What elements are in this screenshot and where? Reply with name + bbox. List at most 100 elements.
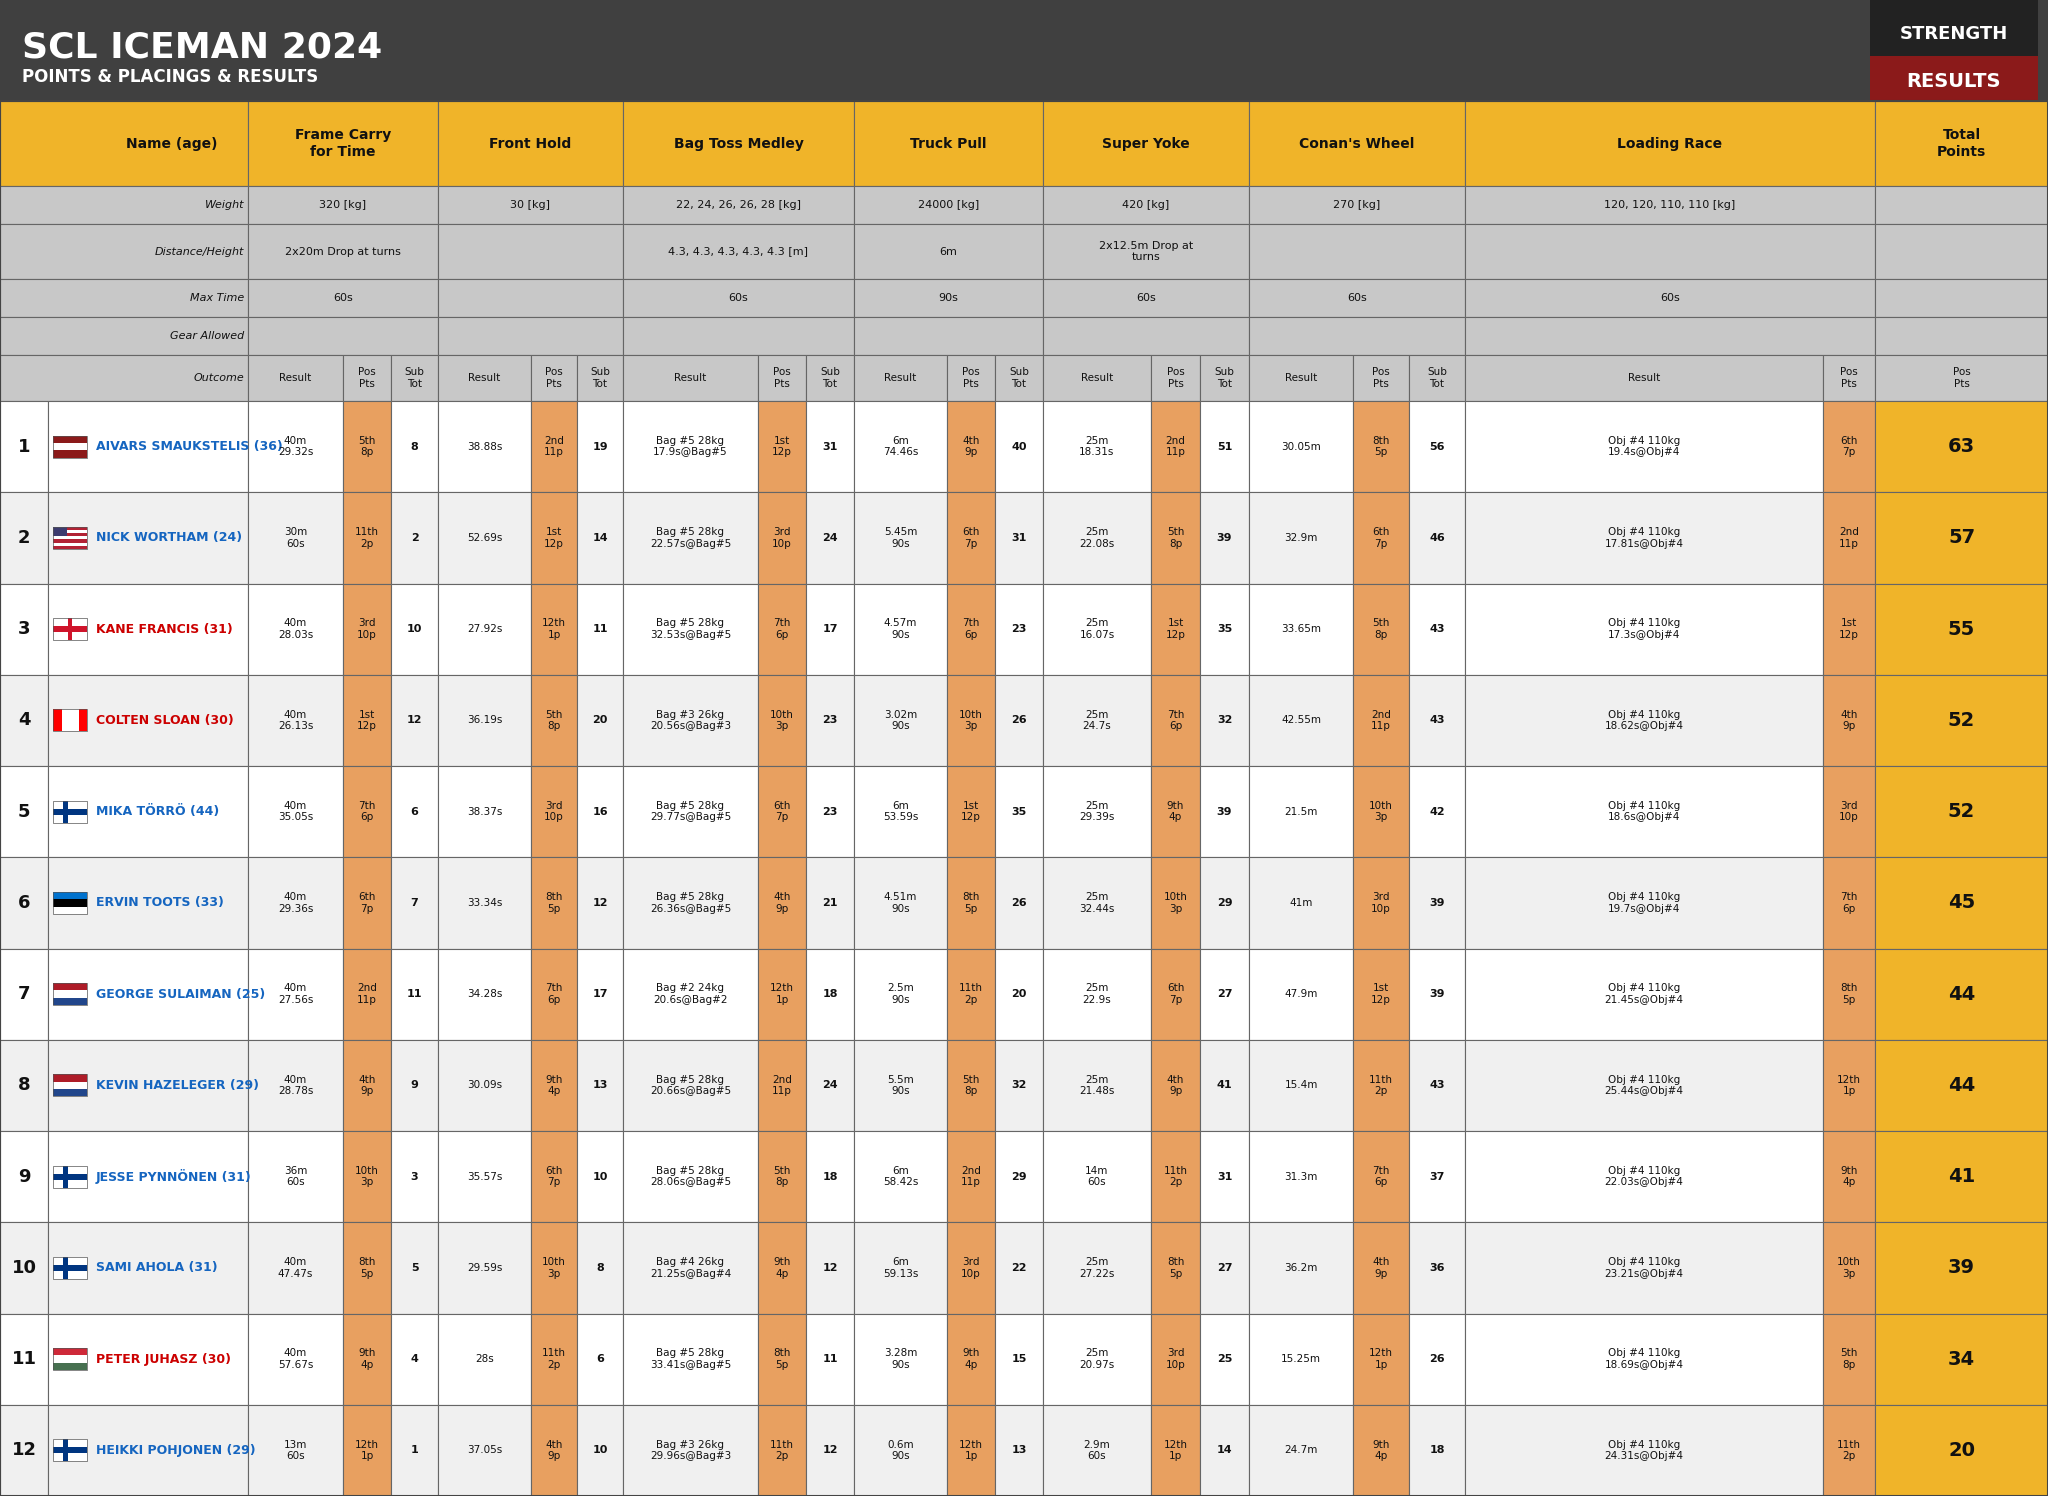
Text: 46: 46 bbox=[1430, 533, 1446, 543]
Bar bbox=[1042, 401, 1151, 492]
Text: 20: 20 bbox=[592, 715, 608, 726]
Text: 14: 14 bbox=[592, 533, 608, 543]
Bar bbox=[758, 1222, 807, 1313]
Bar bbox=[854, 355, 946, 401]
Text: 27.92s: 27.92s bbox=[467, 624, 502, 634]
Text: 3.28m
90s: 3.28m 90s bbox=[885, 1348, 918, 1370]
Bar bbox=[854, 1040, 946, 1131]
Text: 40m
27.56s: 40m 27.56s bbox=[279, 983, 313, 1005]
Bar bbox=[623, 1313, 758, 1405]
Text: MIKA TÖRRÖ (44): MIKA TÖRRÖ (44) bbox=[96, 805, 219, 818]
Text: KANE FRANCIS (31): KANE FRANCIS (31) bbox=[96, 622, 233, 636]
Bar bbox=[47, 1405, 248, 1496]
Bar bbox=[578, 1131, 623, 1222]
Text: 4th
9p: 4th 9p bbox=[1167, 1074, 1184, 1097]
Bar bbox=[807, 355, 854, 401]
Text: KEVIN HAZELEGER (29): KEVIN HAZELEGER (29) bbox=[96, 1079, 258, 1092]
Text: 3rd
10p: 3rd 10p bbox=[1839, 800, 1860, 823]
Bar bbox=[1823, 355, 1876, 401]
Text: 3rd
10p: 3rd 10p bbox=[1370, 892, 1391, 914]
Bar bbox=[946, 1222, 995, 1313]
Bar bbox=[248, 948, 342, 1040]
Text: 3: 3 bbox=[18, 621, 31, 639]
Bar bbox=[391, 1131, 438, 1222]
Bar bbox=[1354, 1040, 1409, 1131]
Text: PETER JUHASZ (30): PETER JUHASZ (30) bbox=[96, 1352, 231, 1366]
Bar bbox=[946, 1040, 995, 1131]
Bar bbox=[391, 401, 438, 492]
Text: 7th
6p: 7th 6p bbox=[963, 618, 979, 640]
Text: 40: 40 bbox=[1012, 441, 1026, 452]
Bar bbox=[1249, 675, 1354, 766]
Bar bbox=[1042, 766, 1151, 857]
Bar bbox=[47, 1131, 248, 1222]
Bar bbox=[248, 492, 342, 583]
Bar bbox=[1876, 857, 2048, 948]
Bar bbox=[1249, 492, 1354, 583]
Bar bbox=[995, 355, 1042, 401]
Text: 7th
6p: 7th 6p bbox=[774, 618, 791, 640]
Bar bbox=[53, 1439, 86, 1462]
Text: Bag #5 28kg
26.36s@Bag#5: Bag #5 28kg 26.36s@Bag#5 bbox=[649, 892, 731, 914]
Bar bbox=[0, 948, 47, 1040]
Text: 34: 34 bbox=[1948, 1349, 1974, 1369]
Text: RESULTS: RESULTS bbox=[1907, 72, 2001, 90]
Bar bbox=[0, 401, 47, 492]
Bar bbox=[530, 492, 578, 583]
Text: 5.45m
90s: 5.45m 90s bbox=[885, 527, 918, 549]
Text: 52: 52 bbox=[1948, 711, 1974, 730]
Text: 40m
29.32s: 40m 29.32s bbox=[279, 435, 313, 458]
Bar bbox=[578, 675, 623, 766]
Text: 25m
20.97s: 25m 20.97s bbox=[1079, 1348, 1114, 1370]
Bar bbox=[248, 1405, 342, 1496]
Text: Result: Result bbox=[279, 373, 311, 383]
Bar bbox=[53, 1348, 86, 1370]
Text: 24: 24 bbox=[821, 1080, 838, 1091]
Text: 44: 44 bbox=[1948, 1076, 1974, 1095]
Bar bbox=[1464, 355, 1823, 401]
Text: Sub
Tot: Sub Tot bbox=[590, 367, 610, 389]
Text: Pos
Pts: Pos Pts bbox=[774, 367, 791, 389]
Bar bbox=[248, 401, 342, 492]
Bar bbox=[248, 224, 438, 278]
Text: 8: 8 bbox=[412, 441, 418, 452]
Text: 5: 5 bbox=[18, 803, 31, 821]
Text: 4: 4 bbox=[18, 712, 31, 730]
Text: 52.69s: 52.69s bbox=[467, 533, 502, 543]
Bar bbox=[53, 800, 86, 823]
Bar bbox=[1464, 278, 1876, 317]
Bar bbox=[1200, 492, 1249, 583]
Text: 11th
2p: 11th 2p bbox=[1837, 1439, 1862, 1462]
Bar bbox=[53, 983, 86, 1005]
Text: 9: 9 bbox=[18, 1167, 31, 1186]
Text: 55: 55 bbox=[1948, 619, 1974, 639]
Bar bbox=[0, 1222, 47, 1313]
Text: Bag #5 28kg
22.57s@Bag#5: Bag #5 28kg 22.57s@Bag#5 bbox=[649, 527, 731, 549]
Text: 2: 2 bbox=[412, 533, 418, 543]
Text: 37: 37 bbox=[1430, 1171, 1444, 1182]
Bar bbox=[53, 618, 86, 640]
Text: 31: 31 bbox=[1012, 533, 1026, 543]
Bar bbox=[807, 1131, 854, 1222]
Bar bbox=[946, 401, 995, 492]
Bar bbox=[995, 766, 1042, 857]
Text: Sub
Tot: Sub Tot bbox=[1010, 367, 1028, 389]
Bar bbox=[530, 355, 578, 401]
Text: 25m
21.48s: 25m 21.48s bbox=[1079, 1074, 1114, 1097]
Bar bbox=[995, 1222, 1042, 1313]
Text: Bag Toss Medley: Bag Toss Medley bbox=[674, 136, 803, 151]
Text: 12th
1p: 12th 1p bbox=[354, 1439, 379, 1462]
Text: 6th
7p: 6th 7p bbox=[1372, 527, 1391, 549]
Text: 11th
2p: 11th 2p bbox=[958, 983, 983, 1005]
Text: 25: 25 bbox=[1217, 1354, 1233, 1364]
Bar bbox=[248, 355, 342, 401]
Bar bbox=[758, 948, 807, 1040]
Bar bbox=[1464, 224, 1876, 278]
Bar bbox=[623, 675, 758, 766]
Bar bbox=[1464, 583, 1823, 675]
Bar bbox=[342, 1131, 391, 1222]
Bar bbox=[1354, 355, 1409, 401]
Text: 40m
28.78s: 40m 28.78s bbox=[279, 1074, 313, 1097]
Text: 10th
3p: 10th 3p bbox=[1163, 892, 1188, 914]
Text: 2.9m
60s: 2.9m 60s bbox=[1083, 1439, 1110, 1462]
